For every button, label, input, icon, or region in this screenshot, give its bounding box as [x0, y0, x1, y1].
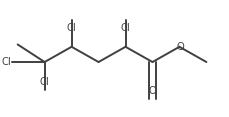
- Text: Cl: Cl: [40, 77, 49, 87]
- Text: O: O: [176, 42, 184, 52]
- Text: Cl: Cl: [120, 23, 130, 33]
- Text: Cl: Cl: [1, 57, 11, 67]
- Text: Cl: Cl: [66, 23, 76, 33]
- Text: O: O: [148, 86, 156, 96]
